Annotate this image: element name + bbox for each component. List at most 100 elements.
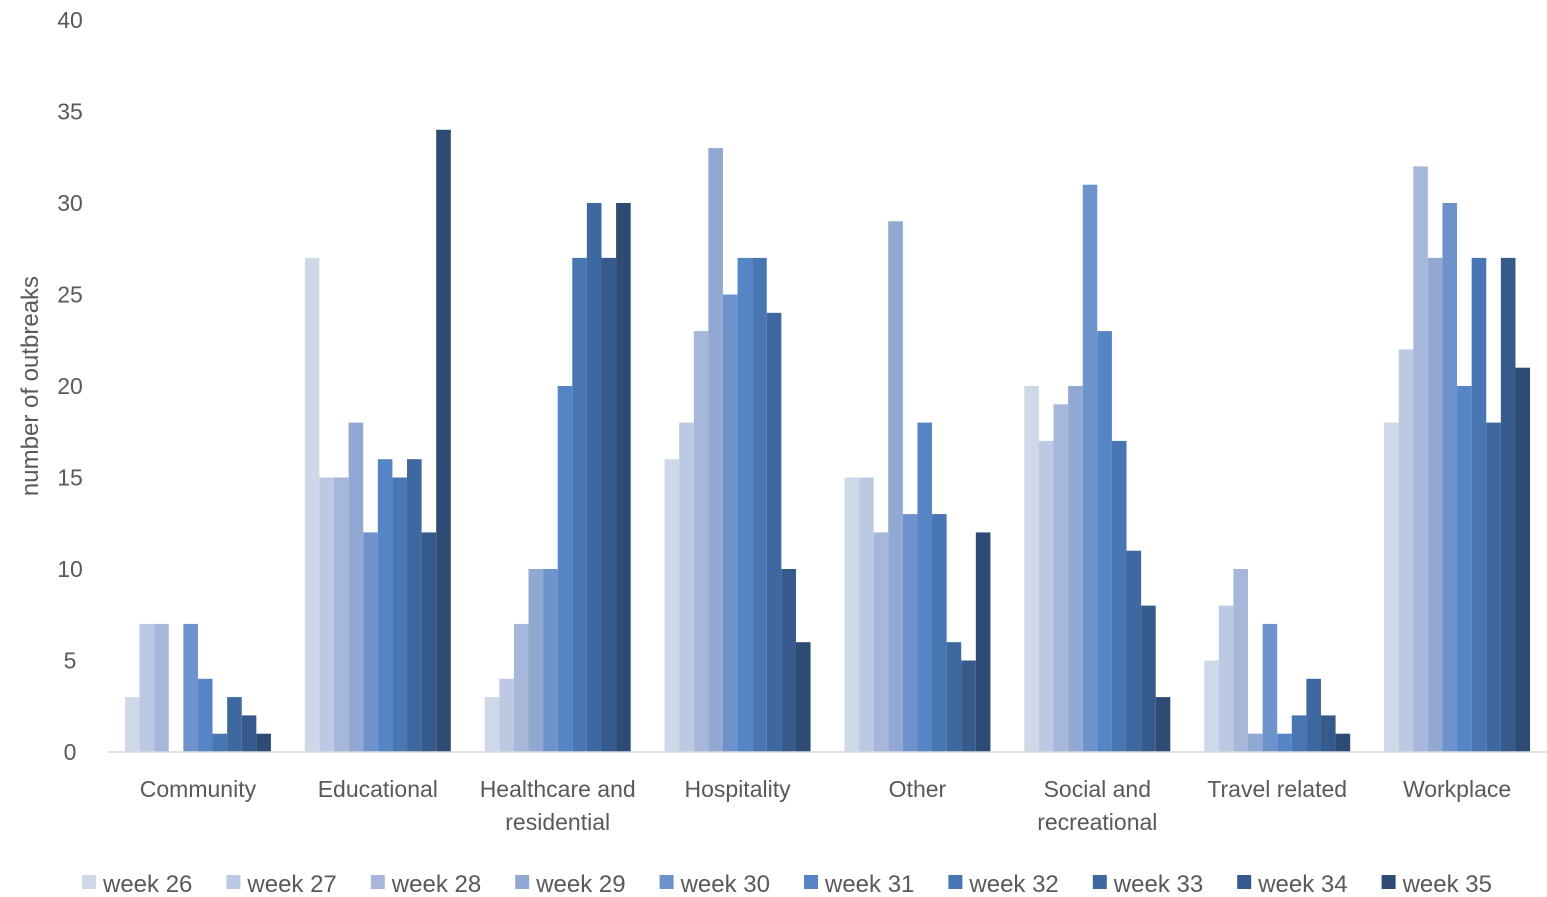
bar	[543, 569, 558, 752]
bar	[1291, 715, 1307, 752]
bar	[197, 678, 213, 752]
bar	[348, 422, 364, 752]
bar	[722, 294, 738, 752]
bar	[795, 642, 811, 752]
bar	[1320, 715, 1336, 752]
bar	[377, 459, 393, 752]
bar	[304, 257, 320, 752]
legend-swatch	[1092, 875, 1107, 889]
bar	[975, 532, 991, 752]
legend-label: week 35	[1402, 871, 1492, 897]
bar	[1486, 422, 1501, 752]
bar	[124, 697, 140, 752]
x-category-label: Community	[140, 776, 257, 802]
y-tick-label: 0	[64, 739, 77, 765]
bar	[1427, 257, 1443, 752]
bar	[256, 733, 271, 752]
y-axis-ticks: 0 5 10 15 20 25 30 35 40	[57, 7, 83, 765]
bar	[679, 422, 694, 752]
y-tick-label: 30	[57, 190, 83, 216]
y-tick-label: 35	[57, 99, 83, 125]
bar	[407, 459, 422, 752]
bar	[917, 422, 933, 752]
bar	[859, 477, 874, 752]
legend-label: week 30	[680, 871, 770, 897]
bar	[1442, 203, 1458, 752]
bar	[1457, 386, 1472, 752]
bar	[392, 477, 408, 752]
bar	[1097, 331, 1112, 752]
chart-legend: week 26 week 27 week 28 week 29 week 30 week …	[82, 871, 1492, 897]
bar	[1384, 422, 1399, 752]
bar	[363, 532, 378, 752]
bar	[572, 257, 587, 752]
bar	[1155, 697, 1171, 752]
bar	[1335, 733, 1351, 752]
bar	[421, 532, 437, 752]
bar	[139, 623, 155, 752]
legend-swatch	[226, 875, 241, 889]
legend-label: week 28	[391, 871, 481, 897]
bar	[1126, 550, 1142, 752]
bar	[319, 477, 335, 752]
bar	[528, 569, 544, 752]
y-axis-label: number of outbreaks	[17, 276, 44, 496]
legend-label: week 33	[1113, 871, 1203, 897]
bar	[586, 203, 602, 752]
bar	[1218, 605, 1234, 752]
x-category-label: Other	[889, 776, 947, 802]
x-category-label: Hospitality	[685, 776, 792, 802]
bar	[752, 257, 767, 752]
bar	[334, 477, 349, 752]
y-tick-label: 25	[57, 282, 83, 308]
legend-label: week 27	[246, 871, 336, 897]
bar	[1471, 257, 1487, 752]
x-category-label: Healthcare and residential	[480, 776, 636, 835]
bar	[888, 221, 903, 753]
legend-label: week 31	[824, 871, 914, 897]
bar	[932, 514, 947, 752]
y-tick-label: 15	[57, 465, 83, 491]
y-tick-label: 5	[64, 648, 77, 674]
bar	[1068, 386, 1083, 752]
bar	[154, 623, 169, 752]
x-category-label: Social and recreational	[1037, 776, 1157, 835]
bar	[708, 148, 723, 753]
bar	[212, 733, 228, 752]
bar	[1500, 257, 1516, 752]
legend-swatch	[804, 875, 818, 889]
bar	[1262, 623, 1278, 752]
legend-swatch	[1237, 875, 1252, 889]
bar	[1306, 678, 1321, 752]
bar	[1024, 386, 1039, 752]
chart-bars	[124, 129, 1531, 753]
x-axis-category-labels: Community Educational Healthcare and reside…	[140, 776, 1511, 835]
bar	[781, 569, 796, 752]
bar	[873, 532, 889, 752]
bar	[1141, 605, 1156, 752]
bar	[183, 623, 198, 752]
bar	[436, 129, 451, 753]
bar	[961, 660, 976, 752]
bar	[557, 386, 573, 752]
bar	[844, 477, 860, 752]
legend-swatch	[370, 875, 385, 889]
y-tick-label: 10	[57, 556, 83, 582]
bar	[1233, 569, 1248, 752]
bar	[766, 312, 782, 752]
bar	[1277, 733, 1292, 752]
bar	[227, 697, 242, 752]
bar	[1515, 367, 1531, 752]
y-tick-label: 40	[57, 7, 83, 33]
y-tick-label: 20	[57, 373, 83, 399]
bar	[1082, 184, 1098, 752]
bar	[1413, 166, 1428, 752]
x-category-label: Workplace	[1403, 776, 1511, 802]
legend-label: week 26	[102, 871, 192, 897]
x-category-label: Travel related	[1207, 776, 1347, 802]
legend-swatch	[82, 875, 96, 889]
bar	[1111, 440, 1127, 752]
bar	[1038, 440, 1054, 752]
bar	[616, 203, 631, 752]
